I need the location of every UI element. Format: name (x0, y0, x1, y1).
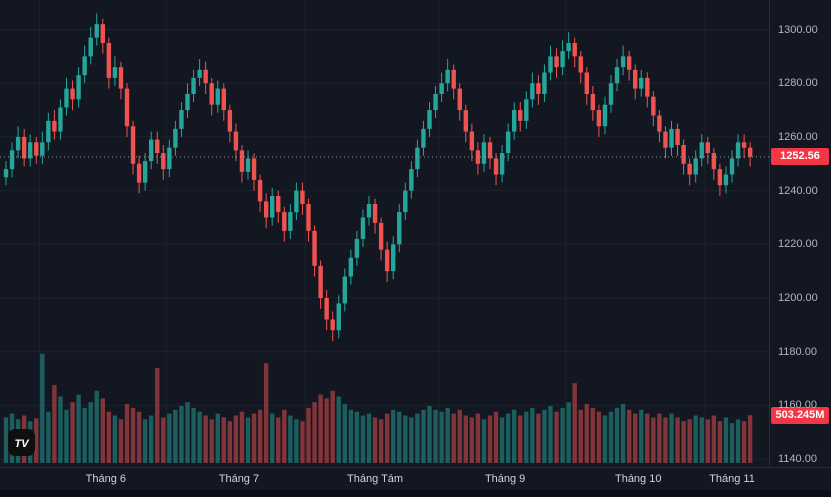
tradingview-logo[interactable]: TV (8, 429, 35, 456)
price-tick-label: 1180.00 (778, 345, 817, 358)
candles-layer (3, 13, 753, 341)
bottom-panel-edge (0, 490, 831, 497)
price-tick-label: 1220.00 (778, 238, 818, 251)
price-tick-label: 1300.00 (778, 23, 818, 36)
grid-layer (0, 0, 769, 467)
chart-canvas[interactable] (0, 0, 769, 467)
chart-plot[interactable]: TV (0, 0, 769, 467)
volume-layer (3, 353, 753, 463)
price-tick-label: 1240.00 (778, 184, 818, 197)
time-tick-label: Tháng 10 (614, 473, 662, 485)
price-tick-label: 1200.00 (778, 292, 818, 305)
time-tick-label: Tháng 9 (484, 473, 526, 485)
tradingview-logo-icon: TV (8, 429, 35, 456)
price-tick-label: 1260.00 (778, 130, 818, 143)
volume-label: 503.245M (771, 406, 829, 424)
time-tick-label: Tháng Tám (347, 473, 404, 485)
svg-text:TV: TV (14, 438, 30, 450)
time-tick-label: Tháng 6 (85, 473, 126, 485)
time-axis[interactable]: Tháng 6 Tháng 7 Tháng Tám Tháng 9 Tháng 10 Th… (0, 467, 831, 490)
last-price-label: 1252.56 (771, 148, 829, 166)
price-tick-label: 1280.00 (778, 77, 818, 90)
time-tick-label: Tháng 7 (218, 473, 260, 485)
price-tick-label: 1160.00 (778, 399, 817, 412)
price-tick-label: 1140.00 (778, 453, 817, 466)
price-axis[interactable]: 1252.56 503.245M 1300.00 1280.00 1260.00 12… (769, 0, 831, 467)
time-tick-label: Tháng 11 (709, 473, 755, 485)
